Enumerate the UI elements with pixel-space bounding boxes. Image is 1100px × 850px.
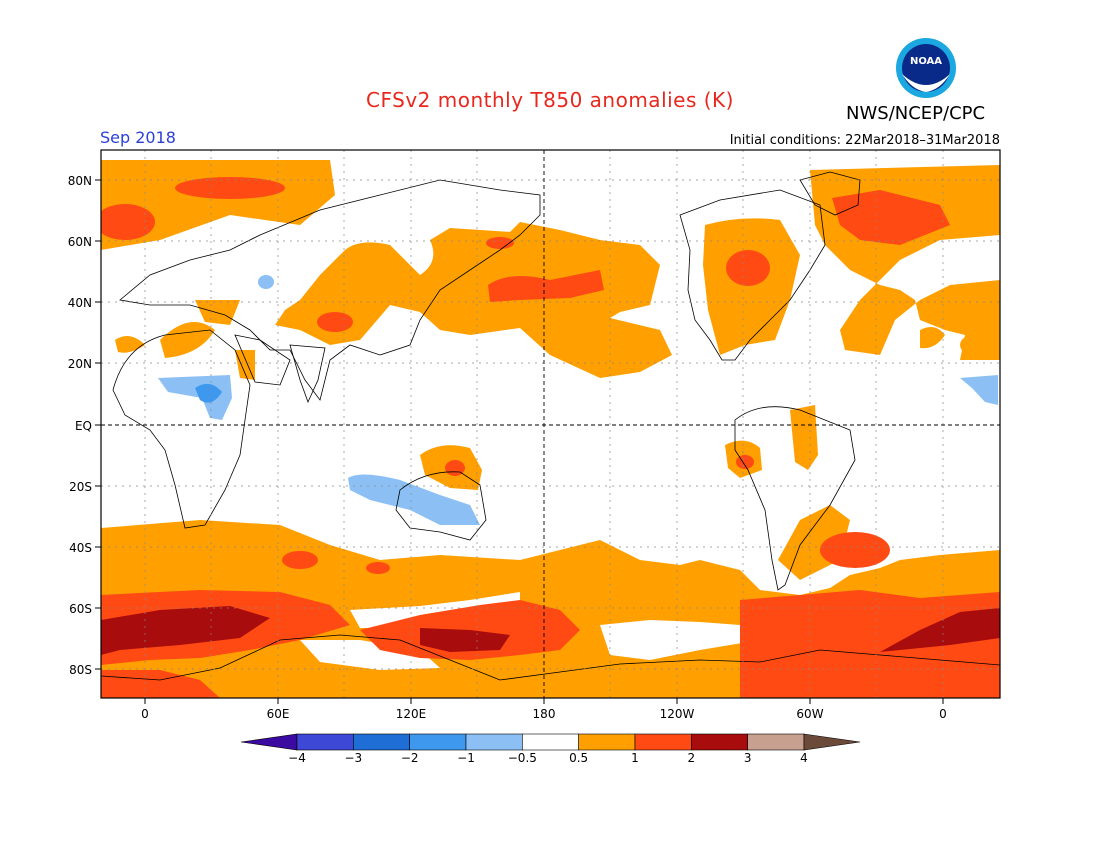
colorbar-label: 4 <box>800 751 808 765</box>
chart-title: CFSv2 monthly T850 anomalies (K) <box>366 88 734 112</box>
noaa-logo: NOAA <box>896 38 956 98</box>
colorbar-label: −1 <box>457 751 475 765</box>
colorbar-segment <box>353 733 410 751</box>
colorbar-label: −3 <box>344 751 362 765</box>
lat-label: 60S <box>69 602 92 616</box>
colorbar-segment <box>578 733 636 751</box>
coastlines <box>101 171 1000 681</box>
longitude-labels: 0 60E 120E 180 120W 60W 0 <box>141 698 947 721</box>
lat-label: 40S <box>69 541 92 555</box>
colorbar-label: −4 <box>288 751 306 765</box>
colorbar-segment <box>296 733 354 751</box>
lat-label: 80S <box>69 663 92 677</box>
lat-label: 20S <box>69 480 92 494</box>
lon-label: 60W <box>796 707 823 721</box>
colorbar-label: 3 <box>744 751 752 765</box>
lat-label: EQ <box>75 419 92 433</box>
lon-label: 0 <box>141 707 149 721</box>
colorbar-label: 1 <box>631 751 639 765</box>
organization-label: NWS/NCEP/CPC <box>846 103 986 124</box>
lon-label: 120E <box>396 707 427 721</box>
lat-label: 80N <box>68 174 92 188</box>
anomaly-fields <box>101 150 1000 698</box>
colorbar-segment <box>803 733 861 751</box>
colorbar: −4 −3 −2 −1 −0.5 0.5 1 2 3 4 <box>240 733 861 765</box>
lat-label: 40N <box>68 296 92 310</box>
colorbar-label: 0.5 <box>569 751 588 765</box>
lon-label: 180 <box>533 707 556 721</box>
colorbar-label: −2 <box>401 751 419 765</box>
colorbar-label: −0.5 <box>508 751 537 765</box>
colorbar-segment <box>465 733 523 751</box>
colorbar-label: 2 <box>688 751 696 765</box>
lat-label: 20N <box>68 357 92 371</box>
latitude-labels: 80N 60N 40N 20N EQ 20S 40S 60S 80S <box>68 174 101 677</box>
lat-label: 60N <box>68 235 92 249</box>
colorbar-segment <box>409 733 467 751</box>
colorbar-segment <box>240 733 298 751</box>
colorbar-segment <box>634 733 692 751</box>
map-grid <box>101 150 1000 698</box>
forecast-month: Sep 2018 <box>100 128 176 147</box>
lon-label: 120W <box>660 707 695 721</box>
lon-label: 60E <box>267 707 290 721</box>
initial-conditions: Initial conditions: 22Mar2018–31Mar2018 <box>729 133 1000 148</box>
colorbar-segment <box>691 733 748 751</box>
logo-text: NOAA <box>910 56 942 67</box>
colorbar-segment <box>747 733 805 751</box>
map-frame <box>100 149 1001 699</box>
colorbar-segment <box>522 733 579 751</box>
lon-label: 0 <box>939 707 947 721</box>
reference-lines <box>101 150 1000 698</box>
